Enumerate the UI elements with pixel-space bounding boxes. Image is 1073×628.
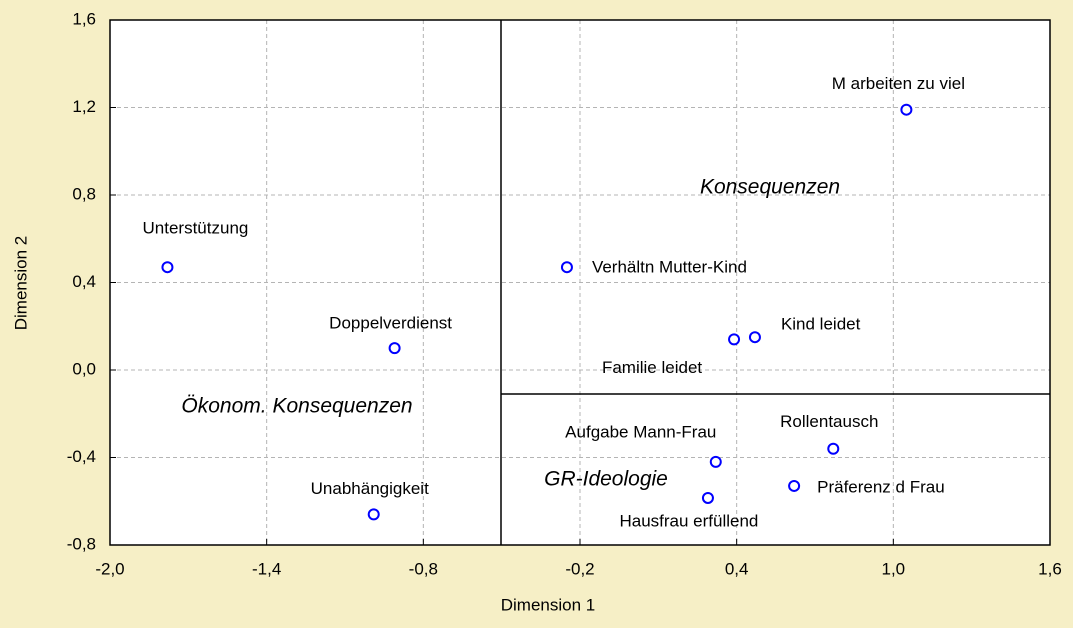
y-tick-label: 1,2	[72, 97, 96, 116]
x-tick-label: -2,0	[95, 559, 124, 578]
x-tick-label: -1,4	[252, 559, 281, 578]
region-label: Konsequenzen	[700, 176, 840, 199]
y-tick-label: 0,4	[72, 272, 96, 291]
point-label: Unabhängigkeit	[311, 479, 429, 498]
point-label: M arbeiten zu viel	[832, 74, 965, 93]
x-tick-label: 1,0	[882, 559, 906, 578]
point-label: Doppelverdienst	[329, 314, 452, 333]
point	[788, 479, 801, 492]
point	[748, 331, 761, 344]
point	[367, 508, 380, 521]
y-axis-title: Dimension 2	[11, 236, 30, 331]
x-tick-label: -0,8	[409, 559, 438, 578]
x-tick-label: 0,4	[725, 559, 749, 578]
point-label: Aufgabe Mann-Frau	[565, 422, 716, 441]
point-label: Rollentausch	[780, 412, 878, 431]
x-tick-label: 1,6	[1038, 559, 1062, 578]
point	[560, 261, 573, 274]
y-tick-label: -0,8	[67, 534, 96, 553]
point	[709, 455, 722, 468]
point-label: Familie leidet	[602, 358, 702, 377]
y-tick-label: 0,0	[72, 359, 96, 378]
point	[900, 103, 913, 116]
region-label: GR-Ideologie	[544, 468, 668, 491]
point-label: Verhältn Mutter-Kind	[592, 258, 747, 277]
x-tick-label: -0,2	[565, 559, 594, 578]
point	[728, 333, 741, 346]
point	[827, 442, 840, 455]
point-label: Präferenz d Frau	[817, 477, 945, 496]
point-label: Unterstützung	[143, 219, 249, 238]
region-label: Ökonom. Konsequenzen	[181, 395, 412, 418]
y-tick-label: 0,8	[72, 184, 96, 203]
point	[161, 261, 174, 274]
point	[701, 491, 714, 504]
point	[388, 342, 401, 355]
y-tick-label: -0,4	[67, 447, 96, 466]
point-label: Hausfrau erfüllend	[619, 511, 758, 530]
point-label: Kind leidet	[781, 315, 861, 334]
y-tick-label: 1,6	[72, 9, 96, 28]
x-axis-title: Dimension 1	[501, 595, 596, 614]
